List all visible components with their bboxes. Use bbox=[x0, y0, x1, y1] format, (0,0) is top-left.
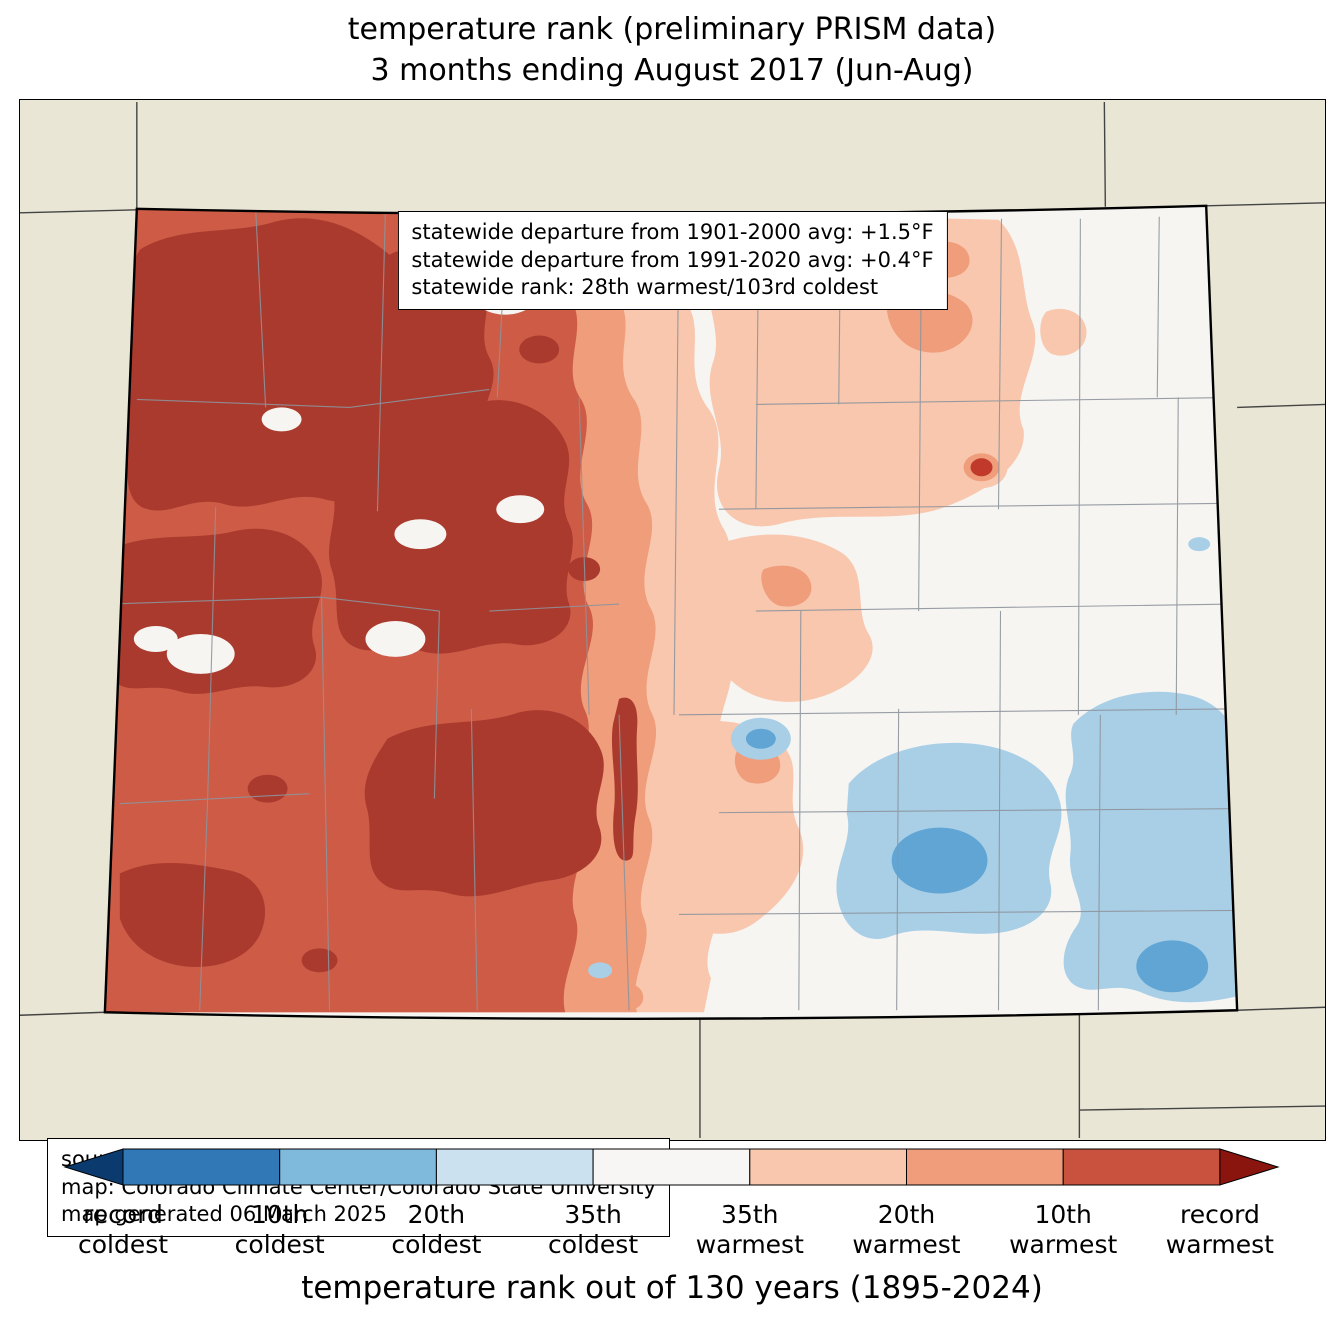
legend-segment-3 bbox=[435, 1148, 594, 1186]
map-title-line2: 3 months ending August 2017 (Jun-Aug) bbox=[370, 53, 974, 88]
stats-line-1901-2000: statewide departure from 1901-2000 avg: … bbox=[411, 220, 934, 244]
legend-label-10th-coldest: 10th coldest bbox=[234, 1200, 325, 1259]
legend-label-record-coldest: record coldest bbox=[77, 1200, 169, 1259]
legend-label-35th-coldest: 35th coldest bbox=[548, 1200, 639, 1259]
legend-colorbar bbox=[0, 1146, 1344, 1190]
map-title-line1: temperature rank (preliminary PRISM data… bbox=[347, 12, 997, 47]
legend-label-20th-coldest: 20th coldest bbox=[391, 1200, 482, 1259]
legend-label-35th-warmest: 35th warmest bbox=[695, 1200, 804, 1259]
legend-segment-4 bbox=[592, 1148, 751, 1186]
legend-label-20th-warmest: 20th warmest bbox=[852, 1200, 961, 1259]
legend-arrow-record-warmest bbox=[1219, 1148, 1280, 1186]
legend-caption: temperature rank out of 130 years (1895-… bbox=[301, 1270, 1043, 1306]
legend-segment-2 bbox=[279, 1148, 437, 1186]
hot-spot bbox=[970, 458, 993, 477]
legend-segment-6 bbox=[906, 1148, 1064, 1186]
legend-segment-7 bbox=[1062, 1148, 1221, 1186]
legend-segment-1 bbox=[122, 1148, 281, 1186]
legend-labels: record coldest 10th coldest 20th coldest 35… bbox=[0, 1200, 1344, 1262]
legend-arrow-record-coldest bbox=[63, 1148, 124, 1186]
cool-20-regions bbox=[745, 728, 1209, 993]
stats-line-rank: statewide rank: 28th warmest/103rd colde… bbox=[411, 275, 879, 300]
legend-segment-5 bbox=[749, 1148, 907, 1186]
legend-label-record-warmest: record warmest bbox=[1165, 1200, 1274, 1259]
neighbor-state-lines bbox=[20, 101, 1325, 1139]
legend-bar-svg bbox=[63, 1148, 1280, 1186]
legend-label-10th-warmest: 10th warmest bbox=[1009, 1200, 1118, 1259]
generated-date-line: map generated 06 March 2025 bbox=[61, 1202, 388, 1227]
statewide-stats-box: statewide departure from 1901-2000 avg: … bbox=[397, 211, 948, 311]
map-frame: statewide departure from 1901-2000 avg: … bbox=[19, 99, 1326, 1238]
county-lines bbox=[109, 208, 1238, 1011]
stats-line-1991-2020: statewide departure from 1991-2020 avg: … bbox=[411, 247, 934, 272]
